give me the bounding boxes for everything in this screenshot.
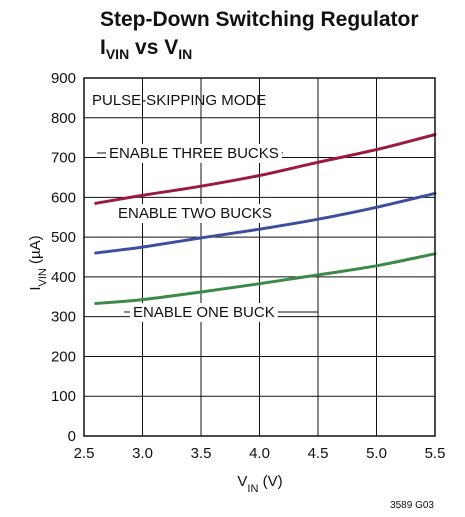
series-label-3: ENABLE ONE BUCK [133,304,275,321]
y-tick-label: 0 [68,428,76,445]
title-v-sub: IN [178,46,193,63]
x-tick-label: 5.5 [425,445,446,462]
figure-id: 3589 G03 [390,500,434,511]
chart-title: Step-Down Switching Regulator IVIN vs VI… [100,6,460,68]
mode-annotation: PULSE-SKIPPING MODE [92,92,266,109]
series-label-bg [106,144,282,163]
y-tick-label: 400 [51,269,76,286]
series-labels: ENABLE THREE BUCKS ENABLE TWO BUCKS ENABLE… [97,144,318,322]
tick-labels: 2.5 3.0 3.5 4.0 4.5 5.0 5.5 0 100 200 300 400 500 600… [51,70,445,462]
title-line-1: Step-Down Switching Regulator [100,8,419,31]
x-tick-label: 3.0 [132,445,153,462]
series-line-2 [94,191,437,255]
title-vs: vs V [129,36,179,59]
series-line-1 [94,133,437,205]
grid [84,78,435,436]
series-label-bg [130,303,278,322]
title-line-2: IVIN vs VIN [100,34,460,68]
series-label-2: ENABLE TWO BUCKS [118,205,272,222]
x-tick-label: 3.5 [191,445,212,462]
x-tick-label: 2.5 [74,445,95,462]
y-tick-label: 200 [51,348,76,365]
y-tick-label: 700 [51,150,76,167]
series-line-3 [94,252,437,305]
y-tick-label: 300 [51,309,76,326]
y-tick-label: 600 [51,189,76,206]
y-tick-label: 900 [51,70,76,87]
y-axis-label: IVIN (µA) [27,235,49,290]
y-tick-label: 100 [51,388,76,405]
x-tick-label: 5.0 [366,445,387,462]
series-label-bg [115,204,275,223]
plot-frame [83,77,436,437]
x-axis-label: VIN (V) [237,473,282,495]
y-tick-label: 800 [51,110,76,127]
y-tick-label: 500 [51,229,76,246]
title-i: I [100,36,106,59]
title-i-sub: VIN [105,46,130,63]
series-label-1: ENABLE THREE BUCKS [109,145,279,162]
series-lines [94,133,437,305]
x-tick-label: 4.0 [249,445,270,462]
x-tick-label: 4.5 [308,445,329,462]
